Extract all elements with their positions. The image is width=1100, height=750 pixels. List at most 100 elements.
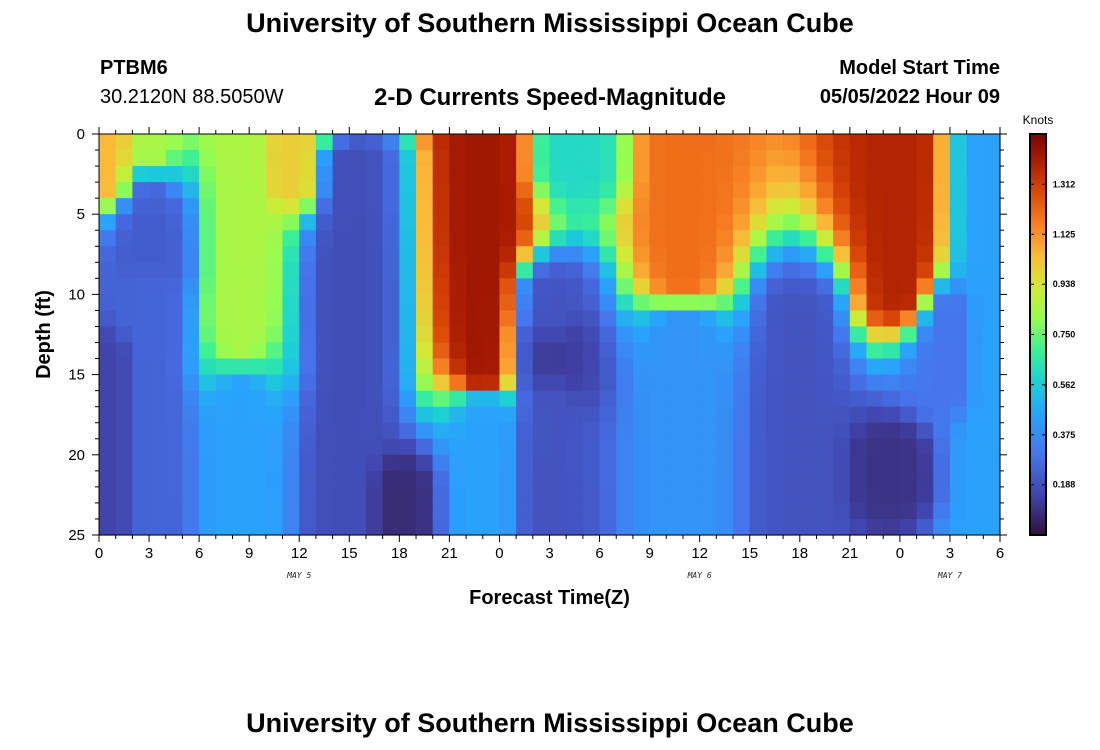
heatmap-cell <box>149 486 167 504</box>
heatmap-cell <box>716 454 734 472</box>
heatmap-cell <box>566 262 584 279</box>
heatmap-cell <box>916 166 934 183</box>
heatmap-cell <box>983 374 1001 392</box>
heatmap-cell <box>883 358 901 376</box>
heatmap-cell <box>883 246 901 263</box>
heatmap-cell <box>232 166 250 183</box>
heatmap-cell <box>482 518 501 536</box>
heatmap-cell <box>849 326 868 344</box>
heatmap-cell <box>149 166 167 183</box>
x-tick-label: 12 <box>691 545 708 562</box>
heatmap-cell <box>599 406 617 424</box>
heatmap-cell <box>482 182 501 199</box>
heatmap-cell <box>282 198 300 215</box>
heatmap-cell <box>165 278 184 295</box>
heatmap-cell <box>549 518 567 536</box>
heatmap-cell <box>499 230 517 247</box>
heatmap-cell <box>115 310 133 328</box>
heatmap-cell <box>949 454 968 472</box>
heatmap-cell <box>466 326 484 344</box>
heatmap-cell <box>416 214 434 231</box>
heatmap-cell <box>699 454 717 472</box>
heatmap-cell <box>215 246 234 263</box>
heatmap-cell <box>966 374 984 392</box>
heatmap-cell <box>132 294 150 312</box>
heatmap-cell <box>566 502 584 520</box>
heatmap-cell <box>549 422 567 440</box>
heatmap-cell <box>649 502 667 520</box>
heatmap-cell <box>632 470 651 488</box>
heatmap-cell <box>182 342 200 360</box>
heatmap-cell <box>149 518 167 536</box>
heatmap-cell <box>499 422 517 440</box>
heatmap-cell <box>733 438 751 456</box>
heatmap-cell <box>783 134 801 151</box>
heatmap-cell <box>783 342 801 360</box>
heatmap-cell <box>899 326 918 344</box>
heatmap-cell <box>449 294 467 312</box>
heatmap-cell <box>749 310 768 328</box>
heatmap-cell <box>165 374 184 392</box>
heatmap-cell <box>566 166 584 183</box>
heatmap-cell <box>165 358 184 376</box>
heatmap-cell <box>165 470 184 488</box>
heatmap-cell <box>132 326 150 344</box>
heatmap-cell <box>749 342 768 360</box>
heatmap-cell <box>432 390 450 408</box>
heatmap-cell <box>599 214 617 231</box>
heatmap-cell <box>399 422 417 440</box>
heatmap-cell <box>532 182 551 199</box>
heatmap-cell <box>833 278 851 295</box>
x-tick-label: 0 <box>896 545 904 562</box>
heatmap-cell <box>616 310 634 328</box>
heatmap-cell <box>482 294 501 312</box>
heatmap-cell <box>432 518 450 536</box>
heatmap-cell <box>749 422 768 440</box>
heatmap-cell <box>449 438 467 456</box>
heatmap-cell <box>399 470 417 488</box>
heatmap-cell <box>783 150 801 167</box>
heatmap-cell <box>99 326 117 344</box>
heatmap-cell <box>716 310 734 328</box>
heatmap-cell <box>249 374 267 392</box>
heatmap-cell <box>682 326 701 344</box>
heatmap-cell <box>416 150 434 167</box>
heatmap-cell <box>532 374 551 392</box>
heatmap-cell <box>733 326 751 344</box>
heatmap-cell <box>466 374 484 392</box>
heatmap-cell <box>649 182 667 199</box>
heatmap-cell <box>699 150 717 167</box>
heatmap-cell <box>449 486 467 504</box>
heatmap-cell <box>833 150 851 167</box>
heatmap-cell <box>799 390 818 408</box>
heatmap-cell <box>899 182 918 199</box>
heatmap-cell <box>983 230 1001 247</box>
heatmap-cell <box>132 134 150 151</box>
heatmap-cell <box>265 406 284 424</box>
heatmap-cell <box>315 518 334 536</box>
heatmap-cell <box>799 166 818 183</box>
heatmap-cell <box>416 166 434 183</box>
heatmap-cell <box>849 422 868 440</box>
heatmap-cell <box>182 262 200 279</box>
heatmap-cell <box>149 454 167 472</box>
heatmap-cell <box>949 518 968 536</box>
heatmap-cell <box>499 342 517 360</box>
heatmap-cell <box>783 470 801 488</box>
heatmap-cell <box>849 166 868 183</box>
heatmap-cell <box>849 390 868 408</box>
heatmap-cell <box>165 134 184 151</box>
heatmap-cell <box>365 214 384 231</box>
heatmap-cell <box>799 486 818 504</box>
heatmap-cell <box>382 406 400 424</box>
heatmap-cell <box>99 358 117 376</box>
heatmap-cell <box>632 230 651 247</box>
heatmap-cell <box>365 326 384 344</box>
heatmap-cell <box>332 438 350 456</box>
heatmap-cell <box>149 422 167 440</box>
heatmap-cell <box>115 246 133 263</box>
heatmap-cell <box>132 166 150 183</box>
heatmap-cell <box>399 486 417 504</box>
heatmap-cell <box>666 182 684 199</box>
heatmap-cell <box>566 198 584 215</box>
